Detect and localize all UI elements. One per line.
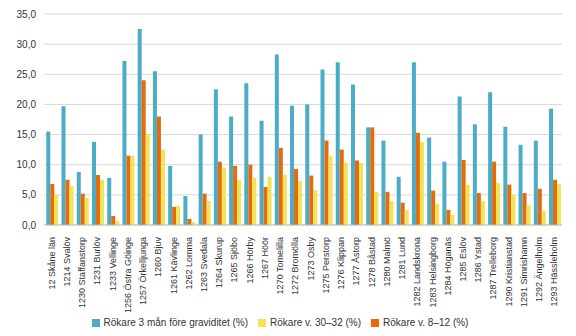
svg-text:1262 Lomma: 1262 Lomma [184, 237, 194, 290]
svg-text:1286 Ystad: 1286 Ystad [473, 237, 483, 282]
svg-text:1282 Landskrona: 1282 Landskrona [412, 237, 422, 307]
svg-text:1292 Ängelholm: 1292 Ängelholm [534, 237, 544, 302]
svg-text:1261 Kävlinge: 1261 Kävlinge [169, 237, 179, 294]
svg-text:1272 Bromölla: 1272 Bromölla [290, 237, 300, 295]
svg-text:1293 Hässleholm: 1293 Hässleholm [549, 237, 559, 307]
svg-text:1284 Höganäs: 1284 Höganäs [443, 237, 453, 296]
svg-text:12 Skåne län: 12 Skåne län [47, 237, 57, 290]
svg-text:1260 Bjuv: 1260 Bjuv [153, 237, 163, 278]
svg-text:1276 Klippan: 1276 Klippan [336, 237, 346, 290]
svg-text:20,0: 20,0 [17, 99, 37, 110]
svg-text:1263 Svedala: 1263 Svedala [199, 237, 209, 292]
svg-text:1270 Tomelilla: 1270 Tomelilla [275, 237, 285, 294]
svg-text:1283 Helsingborg: 1283 Helsingborg [428, 237, 438, 308]
html-text:Rökare v. 30–32 (%): Rökare v. 30–32 (%) [270, 317, 361, 328]
svg-text:5,0: 5,0 [22, 189, 36, 200]
svg-text:1256 Östra Göinge: 1256 Östra Göinge [123, 237, 133, 313]
svg-text:1265 Sjöbo: 1265 Sjöbo [229, 237, 239, 283]
html-text:Rökare v. 8–12 (%): Rökare v. 8–12 (%) [383, 317, 469, 328]
svg-text:1230 Staffanstorp: 1230 Staffanstorp [77, 237, 87, 308]
svg-text:30,0: 30,0 [17, 39, 37, 50]
svg-text:1287 Trelleborg: 1287 Trelleborg [488, 237, 498, 300]
svg-text:1275 Perstorp: 1275 Perstorp [321, 237, 331, 294]
html-text:Rökare 3 mån före graviditet (: Rökare 3 mån före graviditet (%) [103, 317, 249, 328]
svg-text:1266 Hörby: 1266 Hörby [245, 237, 255, 284]
svg-text:1267 Höör: 1267 Höör [260, 237, 270, 279]
svg-text:0,0: 0,0 [22, 220, 36, 231]
svg-text:1231 Burlöv: 1231 Burlöv [92, 237, 102, 286]
svg-text:35,0: 35,0 [17, 9, 37, 20]
svg-text:25,0: 25,0 [17, 69, 37, 80]
svg-text:1214 Svalöv: 1214 Svalöv [62, 237, 72, 287]
svg-text:10,0: 10,0 [17, 159, 37, 170]
svg-text:1291 Simrishamn: 1291 Simrishamn [519, 237, 529, 307]
svg-text:1278 Båstad: 1278 Båstad [367, 237, 377, 288]
svg-text:1273 Osby: 1273 Osby [306, 237, 316, 281]
svg-text:1281 Lund: 1281 Lund [397, 237, 407, 280]
svg-text:1290 Kristianstad: 1290 Kristianstad [504, 237, 514, 307]
svg-text:1280 Malmö: 1280 Malmö [382, 237, 392, 287]
svg-text:1277 Åstorp: 1277 Åstorp [351, 237, 361, 286]
svg-text:1264 Skurup: 1264 Skurup [214, 237, 224, 288]
svg-text:1285 Eslöv: 1285 Eslöv [458, 237, 468, 282]
svg-text:15,0: 15,0 [17, 129, 37, 140]
svg-text:1257 Örkelljunga: 1257 Örkelljunga [138, 237, 148, 305]
svg-text:1233 Vellinge: 1233 Vellinge [108, 237, 118, 291]
